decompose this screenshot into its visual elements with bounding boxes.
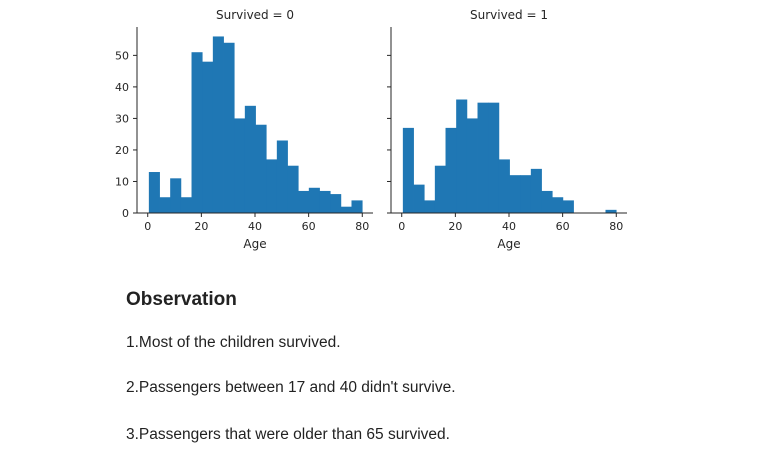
facet-2-bar-20 <box>605 209 617 213</box>
facet-2-bar-9 <box>488 102 500 213</box>
observation-item-2: 2.Passengers between 17 and 40 didn't su… <box>126 379 456 396</box>
facet-1-bar-15 <box>298 190 310 213</box>
facet-1-bar-6 <box>202 61 214 214</box>
facet-2-x-tick-label-80: 80 <box>609 220 623 233</box>
facet-1-y-tick-label-0: 0 <box>122 207 129 220</box>
facet-histogram-figure: 0 20 40 60 80 0 10 20 30 40 50 Survived = 0 Age 0 20 40… <box>115 8 627 251</box>
facet-1-title: Survived = 0 <box>216 8 294 22</box>
facet-2-bar-3 <box>424 200 436 213</box>
facet-2-x-tick-label-0: 0 <box>398 220 405 233</box>
facet-1-x-tick-label-40: 40 <box>248 220 262 233</box>
facet-2-x-axis-label: Age <box>497 237 520 251</box>
facet-1-bar-8 <box>223 42 235 213</box>
facet-1-x-axis-label: Age <box>243 237 266 251</box>
facet-1-bar-1 <box>148 172 160 213</box>
facet-2-bar-4 <box>434 165 446 213</box>
facet-1-y-tick-label-10: 10 <box>115 175 129 188</box>
facet-2-bar-13 <box>530 168 542 213</box>
facet-1-bar-16 <box>308 187 320 213</box>
facet-2-bar-16 <box>562 200 574 213</box>
observation-item-3: 3.Passengers that were older than 65 sur… <box>126 426 450 443</box>
facet-2-bar-5 <box>445 127 457 213</box>
facet-1-bar-5 <box>191 52 203 214</box>
facet-1-y-tick-label-20: 20 <box>115 144 129 157</box>
facet-2-bar-1 <box>402 127 414 213</box>
facet-1-bar-11 <box>255 124 267 213</box>
observation-heading: Observation <box>126 289 237 310</box>
facet-1-bar-19 <box>340 206 352 213</box>
facet-2-x-tick-label-20: 20 <box>448 220 462 233</box>
facet-2-bar-2 <box>413 184 425 213</box>
facet-1-bar-17 <box>319 190 331 213</box>
facet-1-bar-7 <box>212 36 224 213</box>
facet-1-bar-14 <box>287 165 299 213</box>
facet-1-x-tick-label-80: 80 <box>355 220 369 233</box>
facet-1-x-tick-label-0: 0 <box>144 220 151 233</box>
facet-1-bar-2 <box>159 197 171 213</box>
facet-1-bar-3 <box>170 178 182 213</box>
facet-2-bar-8 <box>477 102 489 213</box>
facet-1-x-tick-label-20: 20 <box>194 220 208 233</box>
facet-1-bar-9 <box>234 118 246 213</box>
facet-2-bar-10 <box>498 159 510 213</box>
facet-2-x-tick-label-60: 60 <box>556 220 570 233</box>
facet-1-bar-18 <box>330 194 342 213</box>
facet-2-x-tick-label-40: 40 <box>502 220 516 233</box>
facet-2-bar-7 <box>466 118 478 213</box>
facet-1-bar-20 <box>351 200 363 213</box>
facet-2-bar-11 <box>509 175 521 213</box>
facet-1-y-tick-label-40: 40 <box>115 81 129 94</box>
facet-1-x-tick-label-60: 60 <box>302 220 316 233</box>
facet-1-bar-4 <box>180 197 192 213</box>
facet-1-bar-10 <box>244 105 256 213</box>
facet-1-y-tick-label-30: 30 <box>115 112 129 125</box>
facet-2-bar-14 <box>541 190 553 213</box>
facet-1-bar-12 <box>266 159 278 213</box>
facet-1-bar-13 <box>276 140 288 213</box>
facet-2-title: Survived = 1 <box>470 8 548 22</box>
observation-item-1: 1.Most of the children survived. <box>126 334 341 351</box>
facet-2-bar-6 <box>456 99 468 213</box>
facet-2-bar-15 <box>552 197 564 213</box>
facet-1-y-tick-label-50: 50 <box>115 49 129 62</box>
facet-2-bar-12 <box>520 175 532 213</box>
